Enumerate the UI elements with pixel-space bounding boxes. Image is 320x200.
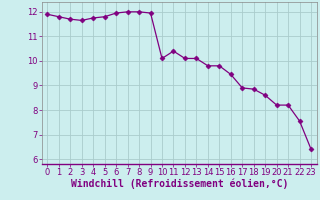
X-axis label: Windchill (Refroidissement éolien,°C): Windchill (Refroidissement éolien,°C) bbox=[70, 179, 288, 189]
